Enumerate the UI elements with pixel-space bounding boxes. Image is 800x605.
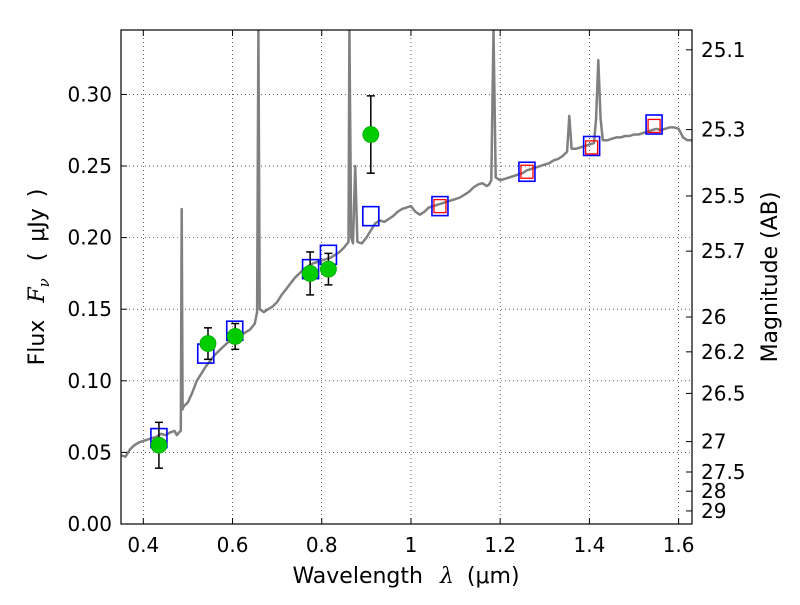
x-tick-label: 1 xyxy=(405,533,418,557)
plot-frame xyxy=(120,29,693,525)
x-tick-label: 0.6 xyxy=(217,533,249,557)
y-tick-label: 0.15 xyxy=(67,297,112,321)
x-tick-label: 1.2 xyxy=(484,533,516,557)
mag-tick-label: 25.7 xyxy=(701,239,746,263)
mag-tick-label: 25.3 xyxy=(701,118,746,142)
mag-tick-label: 26.5 xyxy=(701,381,746,405)
x-tick-label: 1.6 xyxy=(663,533,695,557)
observed-point xyxy=(320,260,337,278)
x-axis-title-unit: μm xyxy=(476,564,511,589)
x-tick-label: 1.4 xyxy=(573,533,605,557)
observed-photometry-layer xyxy=(150,95,380,469)
x-axis-title-symbol: λ xyxy=(439,564,454,589)
mag-tick-label: 27.5 xyxy=(701,460,746,484)
x-axis-title-open: ( xyxy=(467,564,476,589)
x-tick-label: 0.4 xyxy=(127,533,159,557)
mag-tick-label: 25.5 xyxy=(701,184,746,208)
model-flux-square xyxy=(518,161,536,183)
x-axis-title-word: Wavelength xyxy=(292,564,423,589)
model-flux-square-small xyxy=(520,164,534,179)
mag-tick-label: 26.2 xyxy=(701,340,746,364)
axis-ticks: 0.4 0.6 0.8 1 1.2 1.4 1.6 0.00 0.05 0.10 0.15 0.20 0… xyxy=(67,30,746,557)
x-axis-title: Wavelength λ (μm) xyxy=(292,564,519,589)
model-flux-square xyxy=(645,114,663,135)
x-tick-label: 0.8 xyxy=(306,533,338,557)
y-axis-title-unit: μJy xyxy=(25,208,50,242)
observed-point xyxy=(226,328,244,345)
mag-tick-label: 29 xyxy=(701,499,726,523)
y-tick-label: 0.00 xyxy=(67,512,112,536)
y-axis-title-open: ( xyxy=(25,253,50,262)
mag-tick-label: 26 xyxy=(701,305,726,329)
mag-tick-label: 25.1 xyxy=(701,38,746,62)
mag-tick-label: 27 xyxy=(701,430,726,454)
model-flux-square xyxy=(362,205,380,227)
y-axis-title-word: Flux xyxy=(25,320,50,366)
model-flux-square xyxy=(582,135,601,157)
y-tick-label: 0.05 xyxy=(67,440,112,464)
x-axis-title-close: ) xyxy=(511,564,520,589)
observed-point xyxy=(362,126,380,143)
model-flux-square-small xyxy=(647,118,661,134)
observed-point xyxy=(150,436,168,454)
y-axis-title-subscript: ν xyxy=(35,278,53,287)
y-tick-label: 0.30 xyxy=(67,82,112,106)
model-square-layer xyxy=(150,114,663,449)
y2-axis-title: Magnitude (AB) xyxy=(758,192,783,363)
model-flux-square-small xyxy=(584,140,599,155)
y-tick-label: 0.20 xyxy=(67,226,112,250)
y-axis-title: Flux Fν ( μJy ) xyxy=(25,189,55,366)
model-flux-square xyxy=(431,195,449,217)
mag-tick-label: 28 xyxy=(701,479,726,503)
y-tick-label: 0.10 xyxy=(67,369,112,393)
observed-point xyxy=(199,335,217,352)
model-flux-square-small xyxy=(433,198,447,214)
observed-point xyxy=(301,265,319,282)
y-tick-label: 0.25 xyxy=(67,154,112,178)
y-axis-title-close: ) xyxy=(25,189,50,198)
y-axis-title-symbol: F xyxy=(25,287,50,304)
